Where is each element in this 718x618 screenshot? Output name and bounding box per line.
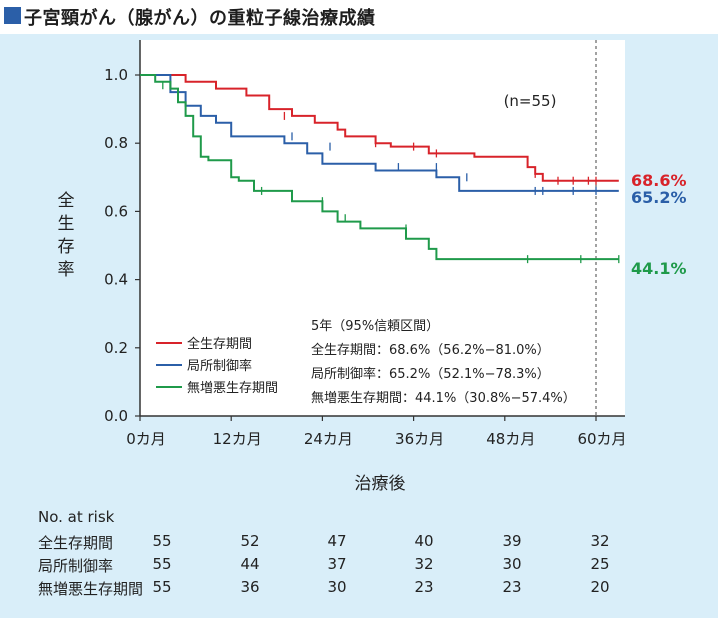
- legend-stats-title: 5年（95%信頼区間）: [311, 319, 439, 334]
- risk-cell-value: 32: [414, 555, 434, 573]
- y-axis-title: 全生存率: [58, 191, 75, 280]
- x-axis-title: 治療後: [355, 474, 406, 494]
- legend-stat-1: 局所制御率：65.2%（52.1%−78.3%）: [311, 366, 550, 382]
- risk-cell-value: 55: [152, 532, 172, 550]
- y-tick-label: 0.0: [104, 407, 128, 425]
- y-tick-label: 1.0: [104, 66, 128, 84]
- risk-cell-value: 20: [590, 578, 610, 596]
- risk-cell-value: 23: [414, 578, 434, 596]
- km-chart: 0.0 0.2 0.4 0.6 0.8 1.0 0カ月 12カ月 24カ月 36カ月 48カ月 60カ…: [58, 40, 687, 494]
- y-tick-label: 0.8: [104, 134, 128, 152]
- y-tick-label: 0.4: [104, 271, 128, 289]
- series-end-label: 44.1%: [631, 259, 687, 278]
- risk-cell-value: 39: [502, 532, 522, 550]
- risk-cell-value: 44: [240, 555, 260, 573]
- risk-cell-value: 37: [327, 555, 347, 573]
- risk-cell-value: 25: [590, 555, 610, 573]
- risk-row-label: 全生存期間: [38, 534, 114, 552]
- series-end-label: 68.6%: [631, 171, 687, 190]
- risk-cell-value: 36: [240, 578, 260, 596]
- risk-cell-value: 52: [240, 532, 260, 550]
- title-square-icon: [4, 7, 21, 24]
- legend-label-1: 局所制御率: [187, 358, 252, 374]
- title-bar: 子宮頸がん（腺がん）の重粒子線治療成績: [0, 0, 718, 34]
- risk-row-label: 無増悪生存期間: [38, 580, 144, 598]
- sample-size-label: (n=55): [504, 92, 557, 110]
- risk-table-header: No. at risk: [38, 508, 115, 526]
- risk-cell-value: 40: [414, 532, 434, 550]
- x-tick-label: 48カ月: [486, 430, 535, 448]
- legend-stat-0: 全生存期間：68.6%（56.2%−81.0%）: [311, 342, 550, 358]
- risk-cell-value: 30: [327, 578, 347, 596]
- risk-cell-value: 23: [502, 578, 522, 596]
- y-tick-label: 0.6: [104, 202, 128, 220]
- page-title: 子宮頸がん（腺がん）の重粒子線治療成績: [24, 8, 376, 29]
- x-tick-label: 0カ月: [126, 430, 166, 448]
- x-tick-label: 60カ月: [577, 430, 626, 448]
- chart-panel: 0.0 0.2 0.4 0.6 0.8 1.0 0カ月 12カ月 24カ月 36カ月 48カ月 60カ…: [0, 34, 718, 618]
- risk-cell-value: 55: [152, 555, 172, 573]
- legend-stat-2: 無増悪生存期間：44.1%（30.8%−57.4%）: [311, 391, 576, 406]
- legend-label-2: 無増悪生存期間: [187, 381, 278, 396]
- risk-cell-value: 32: [590, 532, 610, 550]
- x-tick-label: 12カ月: [213, 430, 262, 448]
- y-tick-label: 0.2: [104, 339, 128, 357]
- x-tick-label: 36カ月: [395, 430, 444, 448]
- series-line-0: [140, 74, 619, 182]
- risk-cell-value: 30: [502, 555, 522, 573]
- x-tick-label: 24カ月: [304, 430, 353, 448]
- risk-row-label: 局所制御率: [38, 557, 114, 575]
- legend-label-0: 全生存期間: [187, 336, 252, 352]
- risk-cell-value: 47: [327, 532, 347, 550]
- series-end-label: 65.2%: [631, 188, 687, 207]
- risk-cell-value: 55: [152, 578, 172, 596]
